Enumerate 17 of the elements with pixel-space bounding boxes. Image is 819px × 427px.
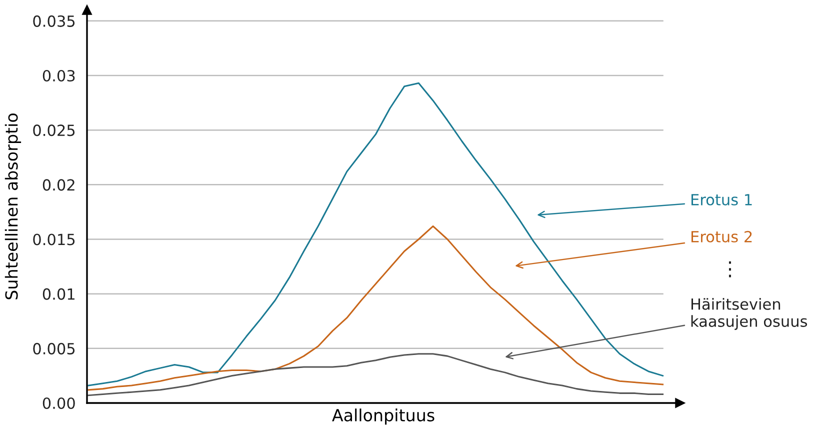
y-tick-label: 0.03 bbox=[42, 70, 75, 82]
y-tick-label: 0.035 bbox=[33, 15, 75, 27]
line-series bbox=[88, 353, 664, 396]
text: ⋮ bbox=[728, 261, 731, 278]
y-tick-label: 0.025 bbox=[33, 124, 75, 136]
text: Erotus 1 bbox=[692, 194, 752, 206]
text: Erotus 2 bbox=[692, 230, 752, 242]
y-tick-label: 0.00 bbox=[42, 397, 75, 410]
line-series bbox=[88, 225, 664, 391]
x-axis-title: Aallonpituus bbox=[332, 408, 434, 425]
y-tick-label: 0.015 bbox=[33, 234, 75, 246]
y-axis-title: Suhteellinen absorptio bbox=[4, 114, 22, 300]
y-tick-label: 0.01 bbox=[42, 288, 74, 300]
text: Häiritsevien kaasujen osuus bbox=[691, 298, 808, 330]
y-tick-label: 0.005 bbox=[33, 342, 75, 354]
y-tick-label: 0.02 bbox=[42, 179, 74, 191]
line-series bbox=[88, 82, 664, 386]
